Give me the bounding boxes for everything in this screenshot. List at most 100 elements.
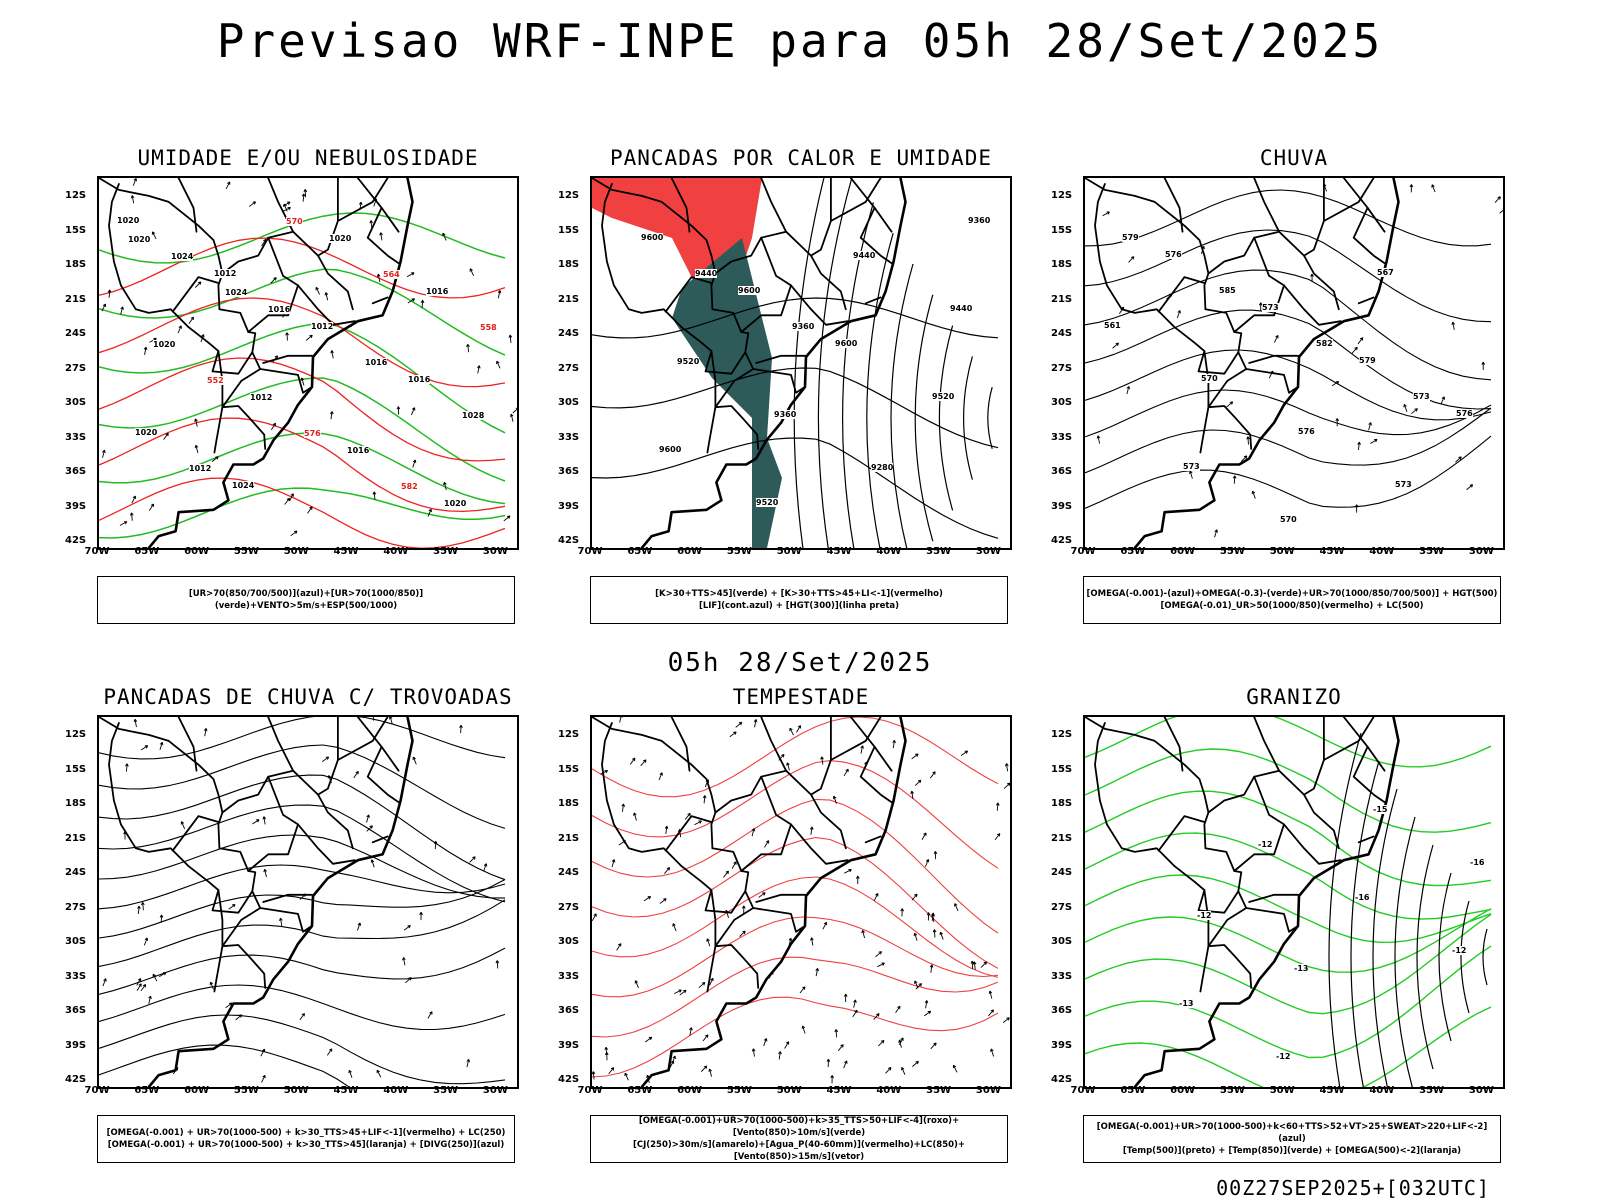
wind-vector <box>990 1048 995 1057</box>
latitude-label: 15S <box>1051 224 1073 236</box>
legend-line: [OMEGA(-0.001)+UR>70(1000-500)+k>35_TTS>… <box>638 1116 960 1138</box>
wind-arrow <box>228 904 236 910</box>
latitude-label: 12S <box>65 190 87 201</box>
wind-arrow <box>151 231 157 240</box>
height-contour <box>1085 435 1492 509</box>
wind-vector <box>912 1060 919 1067</box>
latitude-label: 39S <box>65 1039 87 1051</box>
wind-vector <box>706 938 711 947</box>
wind-vector <box>911 893 918 901</box>
contour-label: 9600 <box>659 445 682 454</box>
streamline <box>99 947 506 995</box>
wind-vector <box>926 912 931 921</box>
wind-vector <box>801 1025 806 1034</box>
streamline <box>99 1044 351 1087</box>
wind-arrow <box>427 508 432 517</box>
contour-label: 9440 <box>950 304 973 313</box>
contour-label: -15 <box>1373 805 1388 814</box>
latitude-label: 27S <box>558 901 580 913</box>
wind-vector <box>929 964 934 973</box>
contour-label: 9520 <box>756 498 779 507</box>
wind-arrow <box>188 316 195 324</box>
temp850-contour <box>1085 832 1492 920</box>
map-frame <box>97 176 519 550</box>
wind-arrow <box>248 201 257 207</box>
wind-arrow <box>1403 403 1408 412</box>
valid-time-title: 05h 28/Set/2025 <box>667 648 933 678</box>
contour-label: 9520 <box>677 357 700 366</box>
wind-vector <box>885 1067 892 1074</box>
wind-vector <box>659 898 667 904</box>
wind-arrow <box>1451 321 1456 330</box>
streamline <box>99 774 506 881</box>
contour-label: 1020 <box>128 235 151 244</box>
wind-arrow <box>284 497 291 505</box>
wind-arrow <box>406 272 415 278</box>
wind-arrow <box>102 978 107 987</box>
wind-vector <box>731 861 737 869</box>
contour-label: 573 <box>1395 480 1412 489</box>
wind-arrow <box>148 503 155 511</box>
wind-vector <box>892 739 896 749</box>
wind-arrow <box>497 290 502 299</box>
wind-vector <box>796 725 802 733</box>
latitude-label: 33S <box>558 970 580 982</box>
wind-arrow <box>289 493 294 501</box>
contour-label: 1024 <box>232 481 255 490</box>
wind-arrow <box>1351 346 1358 354</box>
legend-line: [OMEGA(-0.01)_UR>50(1000/850)(vermelho) … <box>1160 601 1424 611</box>
wind-arrow <box>372 491 377 500</box>
humidity-contour <box>99 268 506 356</box>
map-canvas <box>99 178 517 548</box>
contour-label: 1016 <box>426 287 449 296</box>
latitude-label: 39S <box>558 1039 580 1051</box>
longitude-label: 35W <box>1419 546 1445 557</box>
longitude-label: 55W <box>233 1085 259 1096</box>
longitude-label: 50W <box>283 546 309 557</box>
legend-box: [OMEGA(-0.001)+UR>70(1000-500)+k<60+TTS>… <box>1083 1115 1501 1163</box>
wind-arrow <box>1499 208 1503 214</box>
height-contour <box>592 437 999 539</box>
wind-arrow <box>148 995 152 1004</box>
contour-label: 585 <box>1219 286 1236 295</box>
wind-arrow <box>1455 456 1462 463</box>
wind-arrow <box>396 406 401 415</box>
wind-arrow <box>1096 435 1101 444</box>
longitude-label: 45W <box>333 546 359 557</box>
wind-vector <box>970 960 975 969</box>
wind-vector <box>778 1051 782 1060</box>
latitude-label: 18S <box>558 798 580 809</box>
longitude-label: 40W <box>1369 546 1395 557</box>
streamline <box>99 984 506 1031</box>
legend-box: [UR>70(850/700/500)](azul)+[UR>70(1000/8… <box>97 576 515 624</box>
latitude-label: 21S <box>1051 832 1073 844</box>
wind-vector <box>980 961 988 968</box>
longitude-label: 50W <box>1269 1085 1295 1096</box>
map-canvas <box>1085 717 1492 1087</box>
longitude-label: 50W <box>776 546 802 557</box>
wind-arrow <box>119 521 128 526</box>
contour-label: 573 <box>1183 462 1200 471</box>
wind-arrow <box>376 273 381 282</box>
wind-arrow <box>270 422 276 431</box>
contour-label: 9440 <box>695 269 718 278</box>
latitude-label: 42S <box>1051 1074 1073 1085</box>
longitude-label: 45W <box>333 1085 359 1096</box>
map-frame <box>590 715 1012 1089</box>
wind-vector <box>1002 1017 1010 1024</box>
wind-vector <box>914 779 922 787</box>
wind-vector <box>679 989 687 996</box>
wind-vector <box>843 768 849 777</box>
wind-vector <box>900 908 905 917</box>
wind-arrow <box>1232 475 1237 484</box>
temp850-contour <box>1085 790 1492 887</box>
contour-label: 579 <box>1359 356 1376 365</box>
wind-vector <box>633 812 637 821</box>
longitude-label: 55W <box>726 546 752 557</box>
height-contour <box>793 178 825 548</box>
longitude-label: 40W <box>383 1085 409 1096</box>
precipitable-water-contour <box>592 798 999 934</box>
humidity-contour <box>99 377 506 482</box>
wind-arrow <box>1112 342 1120 349</box>
wind-vector <box>592 1071 596 1080</box>
